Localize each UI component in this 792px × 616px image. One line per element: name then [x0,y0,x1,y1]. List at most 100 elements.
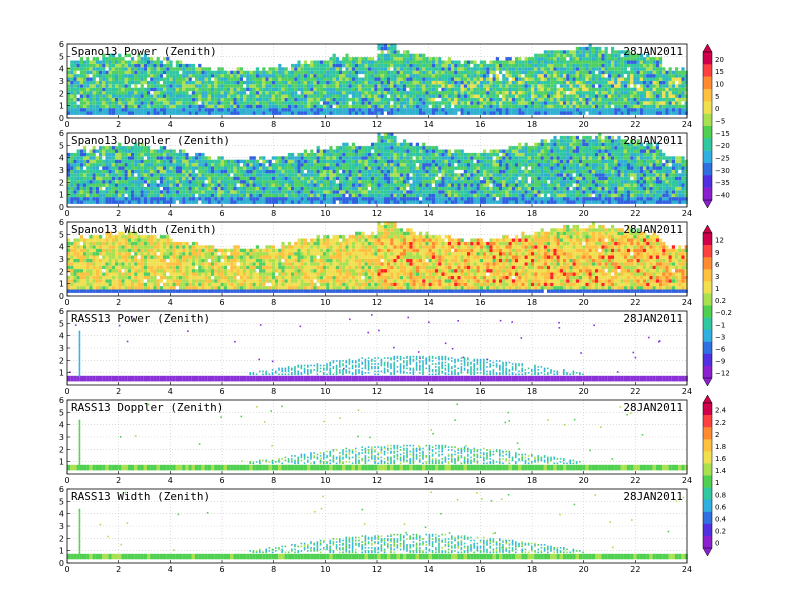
data-cell [144,190,147,193]
data-cell [275,71,278,74]
data-cell [192,163,195,166]
data-cell [598,57,601,60]
data-cell [157,170,160,173]
data-cell [112,190,115,193]
data-cell [422,197,425,200]
data-cell [195,67,198,70]
data-cell [169,84,172,87]
data-cell [115,177,118,180]
data-cell [518,112,521,115]
data-cell [153,88,156,91]
data-cell [109,74,112,77]
data-cell [147,187,150,190]
data-cell [272,71,275,74]
data-cell [419,78,422,81]
data-cell [189,101,192,104]
data-cell [336,160,339,163]
data-cell [96,71,99,74]
data-cell [83,74,86,77]
data-cell [669,101,672,104]
data-cell [630,71,633,74]
data-cell [297,180,300,183]
data-cell [416,146,419,149]
data-cell [512,112,515,115]
data-cell [605,88,608,91]
data-cell [528,101,531,104]
data-cell [470,101,473,104]
data-cell [390,88,393,91]
data-cell [198,64,201,67]
data-cell [374,201,377,204]
data-cell [557,57,560,60]
data-cell [368,67,371,70]
data-cell [454,61,457,64]
data-cell [368,156,371,159]
data-cell [541,108,544,111]
data-cell [329,78,332,81]
data-cell [208,173,211,176]
data-cell [589,54,592,57]
data-cell [205,95,208,98]
data-cell [112,67,115,70]
data-cell [189,163,192,166]
data-cell [144,64,147,67]
data-cell [579,54,582,57]
data-cell [489,112,492,115]
data-cell [102,177,105,180]
data-cell [70,95,73,98]
data-cell [240,81,243,84]
data-cell [384,173,387,176]
data-cell [173,78,176,81]
data-cell [169,78,172,81]
data-cell [502,88,505,91]
data-cell [387,67,390,70]
data-cell [230,194,233,197]
data-cell [262,78,265,81]
data-cell [153,177,156,180]
data-cell [649,61,652,64]
data-cell [336,57,339,60]
data-cell [454,108,457,111]
data-cell [329,201,332,204]
data-cell [169,153,172,156]
data-cell [377,173,380,176]
data-cell [89,180,92,183]
data-cell [659,112,662,115]
data-cell [185,163,188,166]
data-cell [592,105,595,108]
data-cell [269,74,272,77]
data-cell [403,101,406,104]
data-cell [361,101,364,104]
data-cell [374,108,377,111]
data-cell [371,91,374,94]
data-cell [307,101,310,104]
data-cell [605,54,608,57]
data-cell [326,184,329,187]
data-cell [112,78,115,81]
data-cell [237,187,240,190]
data-cell [77,78,80,81]
data-cell [323,88,326,91]
data-cell [598,98,601,101]
data-cell [425,95,428,98]
data-cell [195,71,198,74]
data-cell [109,112,112,115]
data-cell [112,201,115,204]
data-cell [358,98,361,101]
data-cell [400,156,403,159]
data-cell [400,153,403,156]
data-cell [157,78,160,81]
data-cell [355,184,358,187]
data-cell [525,88,528,91]
data-cell [489,84,492,87]
data-cell [352,190,355,193]
data-cell [454,105,457,108]
data-cell [672,108,675,111]
data-cell [342,201,345,204]
data-cell [214,108,217,111]
data-cell [179,177,182,180]
data-cell [547,88,550,91]
data-cell [70,167,73,170]
data-cell [470,91,473,94]
data-cell [160,108,163,111]
